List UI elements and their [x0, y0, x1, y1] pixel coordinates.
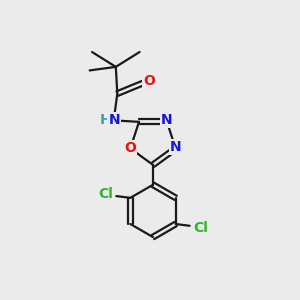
Text: Cl: Cl	[193, 221, 208, 235]
Text: H: H	[100, 113, 111, 128]
Text: N: N	[170, 140, 182, 154]
Text: Cl: Cl	[98, 187, 113, 201]
Text: N: N	[161, 113, 173, 128]
Text: N: N	[109, 113, 120, 127]
Text: O: O	[143, 74, 155, 88]
Text: O: O	[124, 141, 136, 155]
